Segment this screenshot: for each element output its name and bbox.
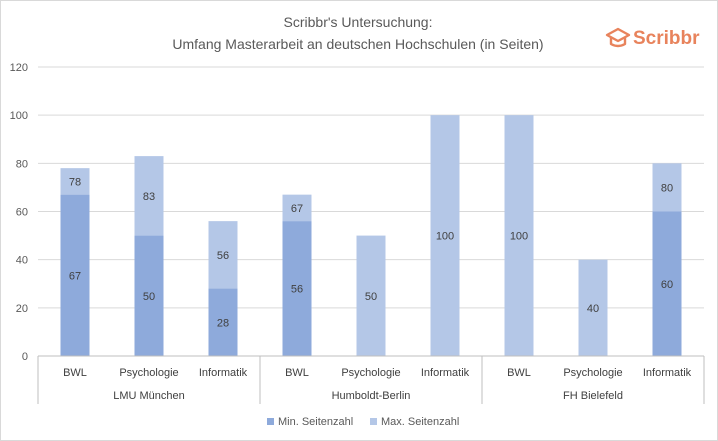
data-label-min: 28 — [217, 317, 229, 329]
data-label-max: 100 — [436, 231, 454, 243]
x-tick-label: Psychologie — [119, 367, 178, 379]
bar-max-seitenzahl — [208, 221, 238, 289]
y-tick-label: 60 — [16, 207, 28, 219]
legend-swatch — [370, 418, 377, 425]
data-label-min: 50 — [143, 291, 155, 303]
x-tick-label: Informatik — [421, 367, 470, 379]
bar-min-seitenzahl — [60, 194, 90, 356]
bar-max-seitenzahl — [60, 168, 90, 195]
y-axis-tick-labels: 0 20 40 60 80 100 120 — [10, 62, 28, 363]
chart-title-line-1: Scribbr's Untersuchung: — [284, 14, 433, 30]
x-tick-label: BWL — [63, 367, 87, 379]
bar-min-seitenzahl — [208, 288, 238, 356]
group-label: Humboldt-Berlin — [332, 390, 411, 402]
scribbr-logo: Scribbr — [605, 27, 700, 49]
logo-text: Scribbr — [633, 28, 700, 49]
x-axis: BWL Psychologie Informatik BWL Psychologie In… — [37, 355, 705, 404]
group-label: FH Bielefeld — [563, 390, 623, 402]
data-labels: 78 67 83 50 56 28 67 56 50 100 100 40 80 60 — [69, 176, 673, 329]
data-label-max: 40 — [587, 303, 599, 315]
data-label-max: 80 — [661, 182, 673, 194]
x-tick-label: Informatik — [643, 367, 692, 379]
legend-label: Min. Seitenzahl — [278, 416, 353, 428]
bar-max-seitenzahl — [134, 156, 164, 236]
bar-max-seitenzahl — [430, 115, 460, 357]
y-tick-label: 100 — [10, 110, 28, 122]
chart-title: Scribbr's Untersuchung: Umfang Masterarb… — [172, 14, 543, 52]
x-tick-label: BWL — [285, 367, 309, 379]
data-label-min: 67 — [69, 270, 81, 282]
bar-min-seitenzahl — [282, 221, 312, 356]
x-tick-label: BWL — [507, 367, 531, 379]
data-label-max: 56 — [217, 250, 229, 262]
x-tick-label: Psychologie — [341, 367, 400, 379]
bar-max-seitenzahl — [578, 259, 608, 356]
legend: Min. Seitenzahl Max. Seitenzahl — [267, 416, 459, 428]
y-tick-label: 40 — [16, 255, 28, 267]
legend-swatch — [267, 418, 274, 425]
data-label-max: 67 — [291, 203, 303, 215]
graduation-cap-icon — [605, 27, 631, 48]
y-tick-label: 20 — [16, 303, 28, 315]
data-label-max: 83 — [143, 191, 155, 203]
group-label: LMU München — [113, 390, 185, 402]
x-tick-label: Informatik — [199, 367, 248, 379]
y-tick-label: 80 — [16, 158, 28, 170]
bar-max-seitenzahl — [282, 194, 312, 222]
bar-min-seitenzahl — [652, 211, 682, 356]
bars — [60, 115, 682, 357]
y-tick-label: 120 — [10, 62, 28, 74]
data-label-min: 60 — [661, 279, 673, 291]
data-label-max: 100 — [510, 231, 528, 243]
data-label-max: 50 — [365, 291, 377, 303]
data-label-max: 78 — [69, 176, 81, 188]
bar-max-seitenzahl — [652, 163, 682, 212]
data-label-min: 56 — [291, 284, 303, 296]
bar-max-seitenzahl — [504, 115, 534, 357]
chart-title-line-2: Umfang Masterarbeit an deutschen Hochsch… — [172, 36, 543, 52]
y-tick-label: 0 — [22, 351, 28, 363]
legend-label: Max. Seitenzahl — [381, 416, 459, 428]
bar-min-seitenzahl — [134, 235, 164, 356]
bar-max-seitenzahl — [356, 235, 386, 356]
x-tick-label: Psychologie — [563, 367, 622, 379]
